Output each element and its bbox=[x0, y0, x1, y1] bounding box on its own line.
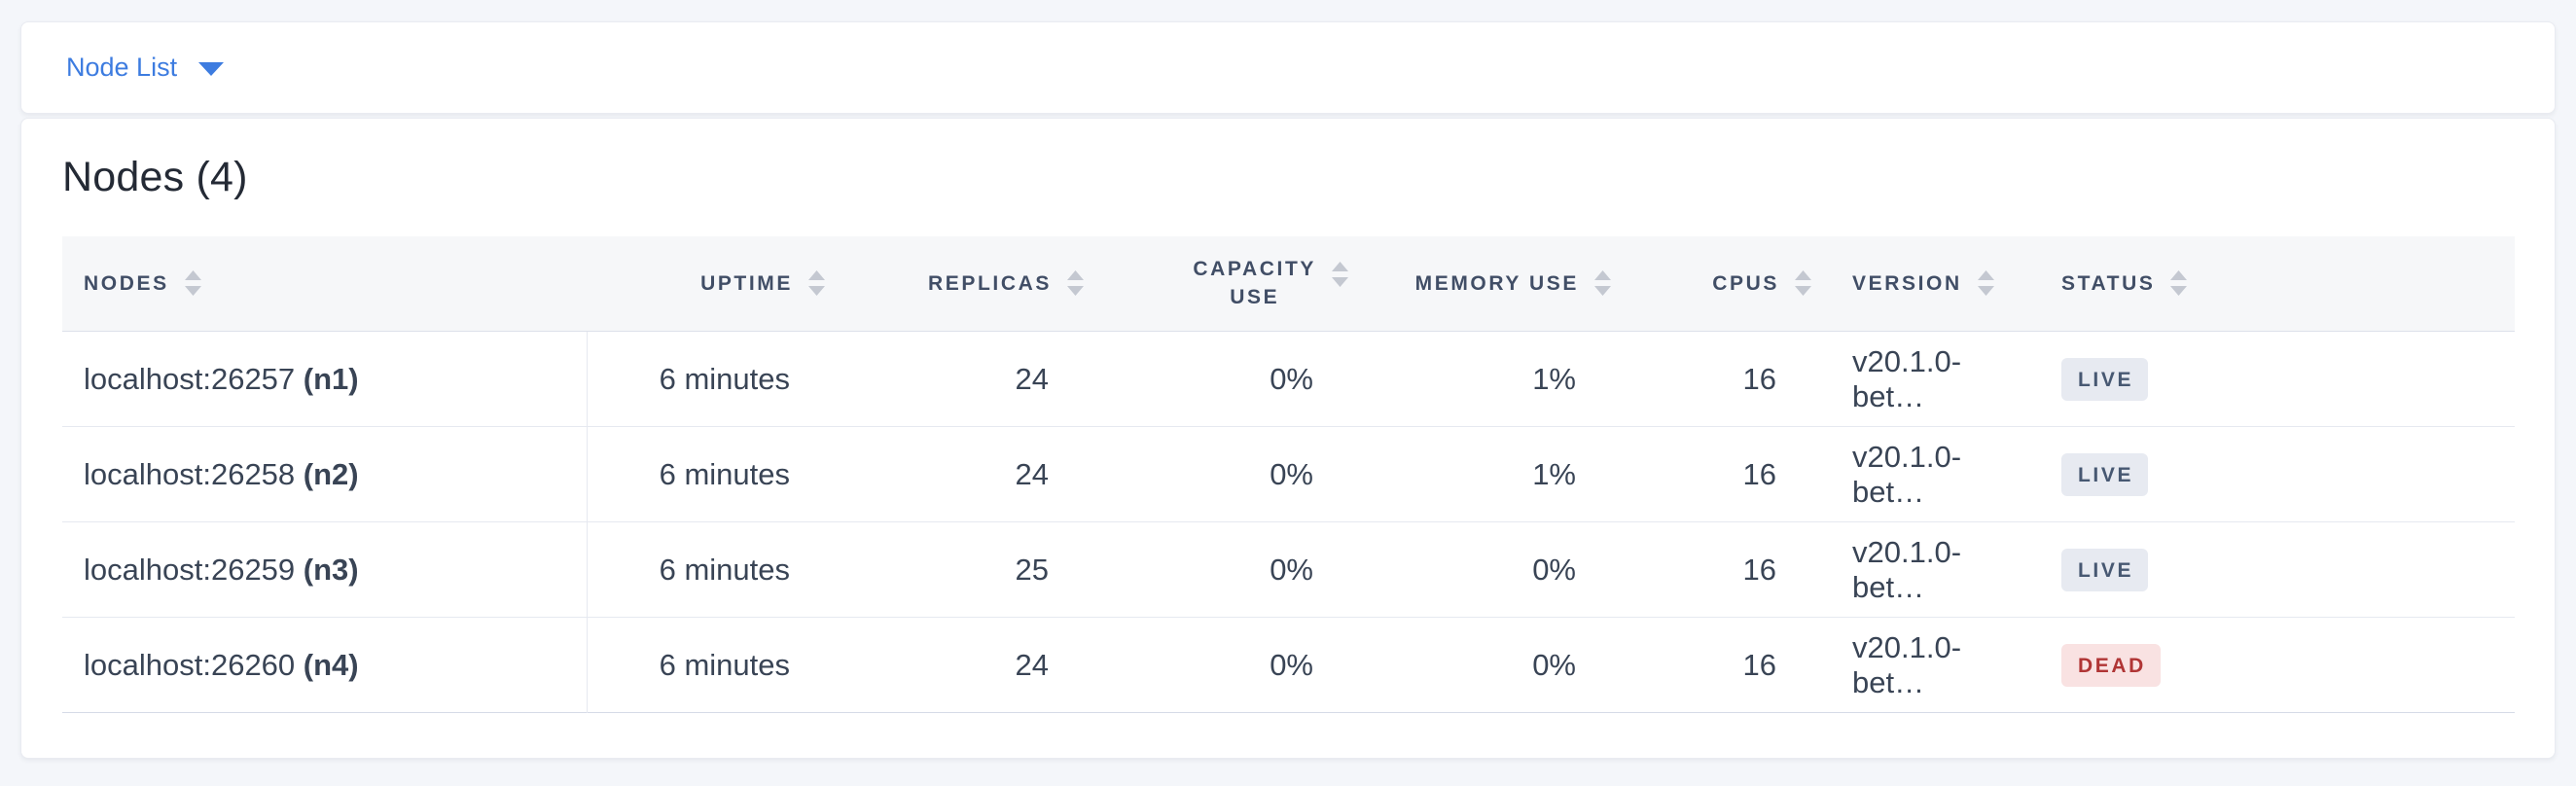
view-selector-bar: Node List bbox=[20, 21, 2556, 114]
sort-icon bbox=[2170, 270, 2188, 296]
node-address-cell: localhost:26258 (n2) bbox=[62, 426, 588, 522]
nodes-card: Nodes (4) NODES UPTIME bbox=[20, 118, 2556, 759]
status-cell: DEAD bbox=[2021, 617, 2515, 713]
sort-icon bbox=[1795, 270, 1811, 296]
node-list-dropdown-label: Node List bbox=[66, 53, 178, 82]
node-name: (n1) bbox=[303, 361, 359, 396]
replicas-cell: 24 bbox=[825, 617, 1084, 713]
node-name: (n4) bbox=[303, 647, 359, 682]
replicas-cell: 25 bbox=[825, 521, 1084, 618]
node-address: localhost:26259 bbox=[84, 552, 296, 587]
sort-icon bbox=[1977, 270, 1994, 296]
memory-use-cell: 0% bbox=[1348, 521, 1611, 618]
sort-icon bbox=[1332, 262, 1348, 288]
node-table-row: localhost:26257 (n1) 6 minutes 24 0% 1% … bbox=[62, 331, 2515, 427]
column-header-cpus[interactable]: CPUS bbox=[1611, 236, 1811, 332]
version-cell: v20.1.0-bet… bbox=[1811, 426, 2021, 522]
node-address: localhost:26257 bbox=[84, 361, 296, 396]
node-address-cell: localhost:26259 (n3) bbox=[62, 521, 588, 618]
column-header-replicas[interactable]: REPLICAS bbox=[825, 236, 1084, 332]
status-badge: LIVE bbox=[2061, 357, 2149, 401]
column-header-capacity-use[interactable]: CAPACITY USE bbox=[1084, 236, 1348, 332]
node-table-row: localhost:26259 (n3) 6 minutes 25 0% 0% … bbox=[62, 521, 2515, 618]
sort-icon bbox=[1067, 270, 1084, 296]
status-badge: LIVE bbox=[2061, 548, 2149, 591]
version-cell: v20.1.0-bet… bbox=[1811, 617, 2021, 713]
node-name: (n3) bbox=[303, 552, 359, 587]
node-table-row: localhost:26260 (n4) 6 minutes 24 0% 0% … bbox=[62, 617, 2515, 713]
column-header-nodes[interactable]: NODES bbox=[62, 236, 587, 332]
node-name: (n2) bbox=[303, 456, 359, 491]
uptime-cell: 6 minutes bbox=[587, 521, 825, 618]
uptime-cell: 6 minutes bbox=[587, 331, 825, 427]
sort-icon bbox=[1594, 270, 1611, 296]
sort-icon bbox=[184, 270, 201, 296]
status-cell: LIVE bbox=[2021, 331, 2515, 427]
version-cell: v20.1.0-bet… bbox=[1811, 521, 2021, 618]
caret-down-icon bbox=[198, 62, 225, 76]
replicas-cell: 24 bbox=[825, 426, 1084, 522]
cpus-cell: 16 bbox=[1611, 426, 1811, 522]
capacity-use-cell: 0% bbox=[1084, 331, 1348, 427]
node-table-row: localhost:26258 (n2) 6 minutes 24 0% 1% … bbox=[62, 426, 2515, 522]
memory-use-cell: 1% bbox=[1348, 426, 1611, 522]
status-badge: DEAD bbox=[2061, 643, 2161, 687]
column-header-memory-use[interactable]: MEMORY USE bbox=[1348, 236, 1611, 332]
node-list-dropdown[interactable]: Node List bbox=[66, 53, 225, 83]
sort-icon bbox=[808, 270, 825, 296]
version-cell: v20.1.0-bet… bbox=[1811, 331, 2021, 427]
uptime-cell: 6 minutes bbox=[587, 617, 825, 713]
capacity-use-cell: 0% bbox=[1084, 617, 1348, 713]
replicas-cell: 24 bbox=[825, 331, 1084, 427]
capacity-use-cell: 0% bbox=[1084, 521, 1348, 618]
column-header-version[interactable]: VERSION bbox=[1811, 236, 2021, 332]
uptime-cell: 6 minutes bbox=[587, 426, 825, 522]
status-badge: LIVE bbox=[2061, 452, 2149, 496]
page: Node List Nodes (4) NODES bbox=[20, 21, 2556, 759]
cpus-cell: 16 bbox=[1611, 617, 1811, 713]
column-header-uptime[interactable]: UPTIME bbox=[587, 236, 825, 332]
memory-use-cell: 0% bbox=[1348, 617, 1611, 713]
status-cell: LIVE bbox=[2021, 521, 2515, 618]
cpus-cell: 16 bbox=[1611, 521, 1811, 618]
node-address: localhost:26258 bbox=[84, 456, 296, 491]
node-address-cell: localhost:26260 (n4) bbox=[62, 617, 588, 713]
capacity-use-cell: 0% bbox=[1084, 426, 1348, 522]
status-cell: LIVE bbox=[2021, 426, 2515, 522]
column-header-status[interactable]: STATUS bbox=[2021, 236, 2515, 332]
cpus-cell: 16 bbox=[1611, 331, 1811, 427]
nodes-table: NODES UPTIME REPLICAS bbox=[62, 236, 2515, 713]
node-address: localhost:26260 bbox=[84, 647, 296, 682]
node-address-cell: localhost:26257 (n1) bbox=[62, 331, 588, 427]
memory-use-cell: 1% bbox=[1348, 331, 1611, 427]
table-header-row: NODES UPTIME REPLICAS bbox=[62, 236, 2515, 332]
page-title: Nodes (4) bbox=[62, 154, 248, 200]
